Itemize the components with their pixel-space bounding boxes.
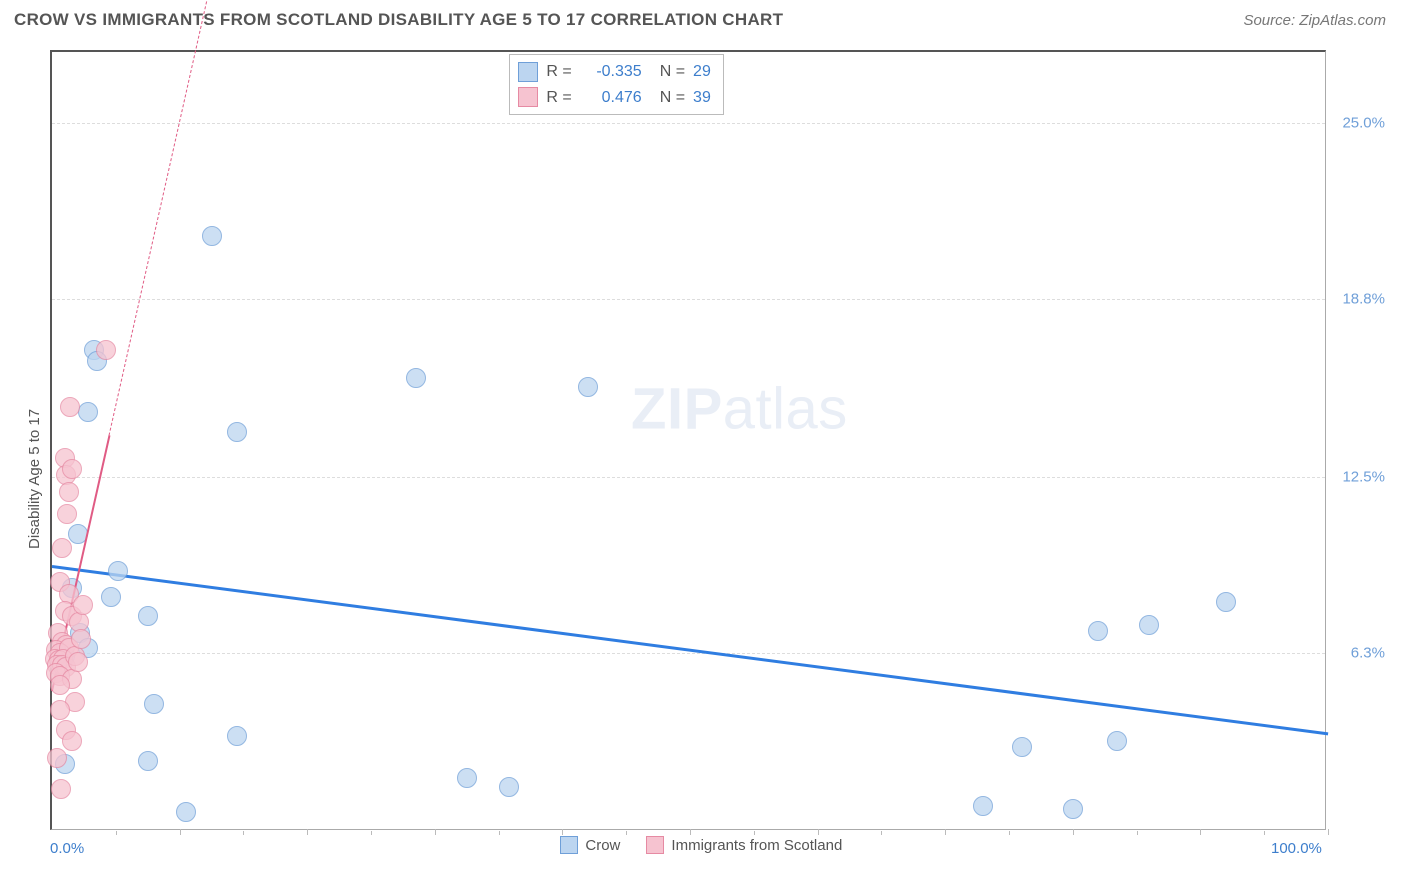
- y-tick-label: 18.8%: [1330, 290, 1385, 307]
- watermark-rest: atlas: [723, 377, 848, 442]
- data-point: [1139, 615, 1159, 635]
- data-point: [96, 340, 116, 360]
- trend-line: [109, 0, 212, 436]
- x-tick-minor: [1009, 831, 1010, 835]
- data-point: [578, 377, 598, 397]
- data-point: [227, 726, 247, 746]
- x-tick: [1200, 829, 1201, 835]
- gridline: [52, 477, 1325, 478]
- chart-title: CROW VS IMMIGRANTS FROM SCOTLAND DISABIL…: [14, 10, 783, 30]
- source-label: Source: ZipAtlas.com: [1243, 12, 1386, 29]
- plot-area: ZIPatlas 6.3%12.5%18.8%25.0%: [50, 50, 1326, 830]
- data-point: [1088, 621, 1108, 641]
- data-point: [406, 368, 426, 388]
- data-point: [47, 748, 67, 768]
- x-tick: [562, 829, 563, 835]
- watermark-bold: ZIP: [631, 377, 723, 442]
- legend-n-value: 29: [693, 59, 711, 85]
- data-point: [101, 587, 121, 607]
- correlation-legend-row: R = -0.335 N = 29: [518, 59, 710, 85]
- data-point: [52, 538, 72, 558]
- x-axis-max-label: 100.0%: [1271, 840, 1322, 857]
- data-point: [202, 226, 222, 246]
- x-tick: [1328, 829, 1329, 835]
- legend-n-prefix: N =: [660, 85, 685, 111]
- y-tick-label: 6.3%: [1330, 645, 1385, 662]
- data-point: [1012, 737, 1032, 757]
- legend-n-prefix: N =: [660, 59, 685, 85]
- y-axis-title: Disability Age 5 to 17: [26, 409, 43, 549]
- legend-swatch: [646, 836, 664, 854]
- legend-swatch: [560, 836, 578, 854]
- data-point: [57, 504, 77, 524]
- data-point: [108, 561, 128, 581]
- data-point: [227, 422, 247, 442]
- data-point: [50, 700, 70, 720]
- series-legend-item: Immigrants from Scotland: [646, 836, 842, 854]
- data-point: [176, 802, 196, 822]
- data-point: [51, 779, 71, 799]
- data-point: [499, 777, 519, 797]
- gridline: [52, 653, 1325, 654]
- trend-line: [52, 565, 1328, 735]
- x-tick: [818, 829, 819, 835]
- data-point: [78, 402, 98, 422]
- legend-n-value: 39: [693, 85, 711, 111]
- correlation-legend-row: R = 0.476 N = 39: [518, 85, 710, 111]
- data-point: [50, 675, 70, 695]
- chart-container: CROW VS IMMIGRANTS FROM SCOTLAND DISABIL…: [0, 0, 1406, 892]
- legend-r-prefix: R =: [546, 59, 571, 85]
- x-tick: [435, 829, 436, 835]
- series-legend-label: Crow: [585, 837, 620, 854]
- x-tick-minor: [1137, 831, 1138, 835]
- legend-swatch: [518, 87, 538, 107]
- legend-r-value: 0.476: [580, 85, 642, 111]
- data-point: [71, 629, 91, 649]
- x-tick: [180, 829, 181, 835]
- data-point: [1107, 731, 1127, 751]
- y-tick-label: 25.0%: [1330, 114, 1385, 131]
- data-point: [138, 751, 158, 771]
- data-point: [68, 652, 88, 672]
- data-point: [144, 694, 164, 714]
- data-point: [62, 731, 82, 751]
- x-tick: [1073, 829, 1074, 835]
- correlation-legend: R = -0.335 N = 29 R = 0.476 N = 39: [509, 54, 723, 115]
- series-legend: Crow Immigrants from Scotland: [560, 836, 842, 854]
- data-point: [60, 397, 80, 417]
- x-tick-minor: [626, 831, 627, 835]
- x-tick: [690, 829, 691, 835]
- legend-swatch: [518, 62, 538, 82]
- data-point: [59, 482, 79, 502]
- gridline: [52, 299, 1325, 300]
- x-tick-minor: [243, 831, 244, 835]
- x-tick-minor: [1264, 831, 1265, 835]
- x-tick-minor: [499, 831, 500, 835]
- watermark: ZIPatlas: [631, 376, 848, 443]
- data-point: [1216, 592, 1236, 612]
- legend-r-value: -0.335: [580, 59, 642, 85]
- title-bar: CROW VS IMMIGRANTS FROM SCOTLAND DISABIL…: [0, 0, 1406, 34]
- y-tick-label: 12.5%: [1330, 469, 1385, 486]
- data-point: [138, 606, 158, 626]
- series-legend-label: Immigrants from Scotland: [671, 837, 842, 854]
- legend-r-prefix: R =: [546, 85, 571, 111]
- x-axis-min-label: 0.0%: [50, 840, 84, 857]
- x-tick-minor: [371, 831, 372, 835]
- data-point: [973, 796, 993, 816]
- data-point: [73, 595, 93, 615]
- gridline: [52, 123, 1325, 124]
- data-point: [457, 768, 477, 788]
- x-tick: [945, 829, 946, 835]
- data-point: [62, 459, 82, 479]
- x-tick: [307, 829, 308, 835]
- x-tick-minor: [116, 831, 117, 835]
- series-legend-item: Crow: [560, 836, 620, 854]
- x-tick-minor: [754, 831, 755, 835]
- x-tick-minor: [881, 831, 882, 835]
- data-point: [1063, 799, 1083, 819]
